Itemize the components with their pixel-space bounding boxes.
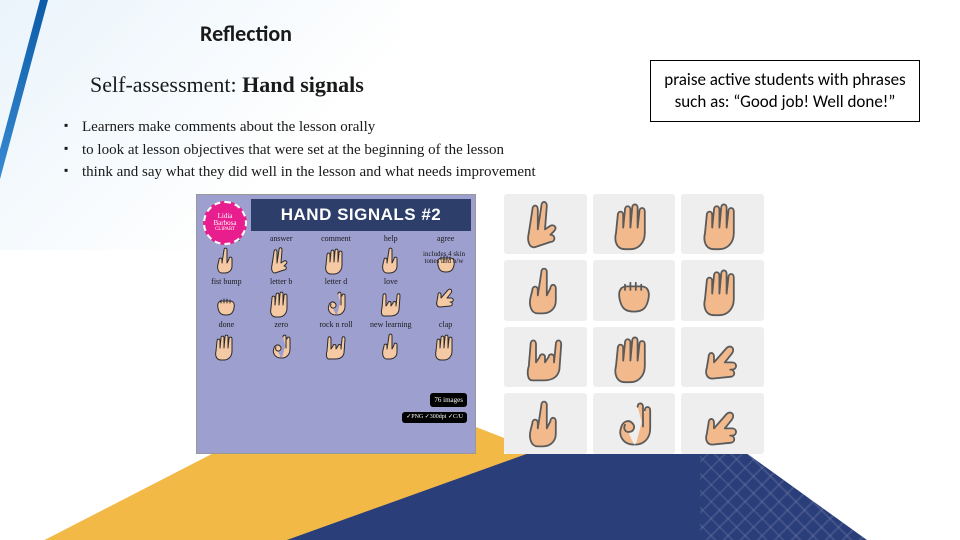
bullet-item: think and say what they did well in the … xyxy=(60,161,920,184)
poster-cell: love xyxy=(365,278,416,319)
hand-grid-cell xyxy=(504,260,587,321)
bullet-list: Learners make comments about the lesson … xyxy=(60,116,920,184)
poster-count-badge: 76 images xyxy=(430,393,467,407)
poster-cell: comment xyxy=(311,235,362,276)
poster-format-badge: ✓PNG ✓300dpi ✓C/U xyxy=(402,412,467,423)
slide-content: Reflection Self-assessment: Hand signals… xyxy=(0,0,960,184)
poster-cell-label: zero xyxy=(256,321,307,329)
hand-icon xyxy=(372,287,410,319)
hand-grid-cell xyxy=(504,194,587,255)
poster-cell-label: letter d xyxy=(311,278,362,286)
hand-grid-cell xyxy=(593,194,676,255)
hand-icon xyxy=(317,244,355,276)
hand-signals-poster: Lidia Barbosa CLIPART HAND SIGNALS #2 in… xyxy=(196,194,476,454)
poster-cell-label: answer xyxy=(256,235,307,243)
hand-icon xyxy=(262,244,300,276)
hand-icon xyxy=(317,330,355,362)
poster-cell-label: agree xyxy=(420,235,471,243)
hand-icon xyxy=(317,287,355,319)
poster-cell: fist bump xyxy=(201,278,252,319)
hand-grid-cell xyxy=(681,393,764,454)
hand-icon xyxy=(207,287,245,319)
bullet-item: Learners make comments about the lesson … xyxy=(60,116,920,139)
images-row: Lidia Barbosa CLIPART HAND SIGNALS #2 in… xyxy=(0,194,960,454)
poster-cell-label: new learning xyxy=(365,321,416,329)
poster-cell: new learning xyxy=(365,321,416,362)
hand-grid-cell xyxy=(681,260,764,321)
subheading-prefix: Self-assessment: xyxy=(90,72,242,97)
hand-icon xyxy=(262,287,300,319)
poster-cell: clap xyxy=(420,321,471,362)
poster-cell-label: rock n roll xyxy=(311,321,362,329)
hand-grid-cell xyxy=(681,327,764,388)
badge-text: Barbosa xyxy=(214,220,237,227)
hand-icon xyxy=(207,244,245,276)
poster-cell-label: fist bump xyxy=(201,278,252,286)
poster-cell-label: love xyxy=(365,278,416,286)
badge-text: CLIPART xyxy=(215,227,235,232)
hand-grid-cell xyxy=(504,393,587,454)
hand-icon xyxy=(372,244,410,276)
poster-title: HAND SIGNALS #2 xyxy=(251,199,471,231)
poster-cell: answer xyxy=(256,235,307,276)
hand-icon xyxy=(427,330,465,362)
poster-cell: done xyxy=(201,321,252,362)
slide-subheading: Self-assessment: Hand signals xyxy=(90,72,920,98)
hand-grid-cell xyxy=(504,327,587,388)
hand-icon xyxy=(207,330,245,362)
poster-cell-label: help xyxy=(365,235,416,243)
bullet-item: to look at lesson objectives that were s… xyxy=(60,139,920,162)
hand-grid-cell xyxy=(593,393,676,454)
poster-cell: rock n roll xyxy=(311,321,362,362)
poster-cell xyxy=(420,278,471,319)
hand-grid-cell xyxy=(593,260,676,321)
poster-cell-label: letter b xyxy=(256,278,307,286)
poster-cell-label: comment xyxy=(311,235,362,243)
poster-cell-label: clap xyxy=(420,321,471,329)
poster-cell: letter b xyxy=(256,278,307,319)
poster-cell: letter d xyxy=(311,278,362,319)
hand-emoji-grid xyxy=(504,194,764,454)
hand-grid-cell xyxy=(681,194,764,255)
poster-cell: help xyxy=(365,235,416,276)
poster-info: includes 4 skin tones and b/w xyxy=(419,251,469,266)
hand-grid-cell xyxy=(593,327,676,388)
poster-brand-badge: Lidia Barbosa CLIPART xyxy=(203,201,247,245)
hand-icon xyxy=(427,279,465,311)
poster-cell-label: done xyxy=(201,321,252,329)
poster-cell: zero xyxy=(256,321,307,362)
hand-icon xyxy=(372,330,410,362)
hand-icon xyxy=(262,330,300,362)
slide-heading: Reflection xyxy=(200,20,920,47)
subheading-bold: Hand signals xyxy=(242,72,364,97)
